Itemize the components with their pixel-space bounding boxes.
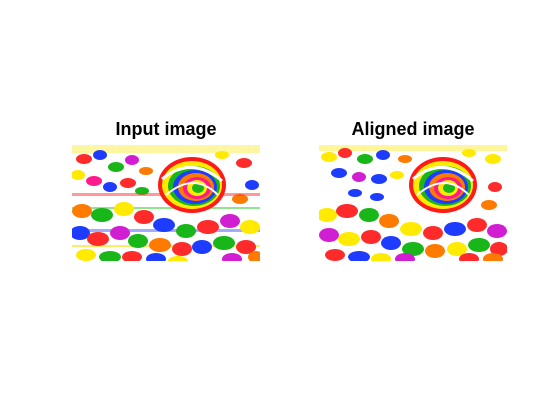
- lollipop: [158, 157, 226, 213]
- input-image-title: Input image: [115, 119, 217, 139]
- candy-background: [72, 145, 260, 261]
- input-image: [72, 145, 260, 261]
- candy-background: [319, 145, 507, 261]
- lollipop: [409, 157, 477, 213]
- input-image-panel: Input image: [72, 118, 260, 264]
- aligned-image-title: Aligned image: [351, 119, 475, 139]
- aligned-image-panel: Aligned image: [319, 118, 507, 264]
- aligned-image: [319, 145, 507, 261]
